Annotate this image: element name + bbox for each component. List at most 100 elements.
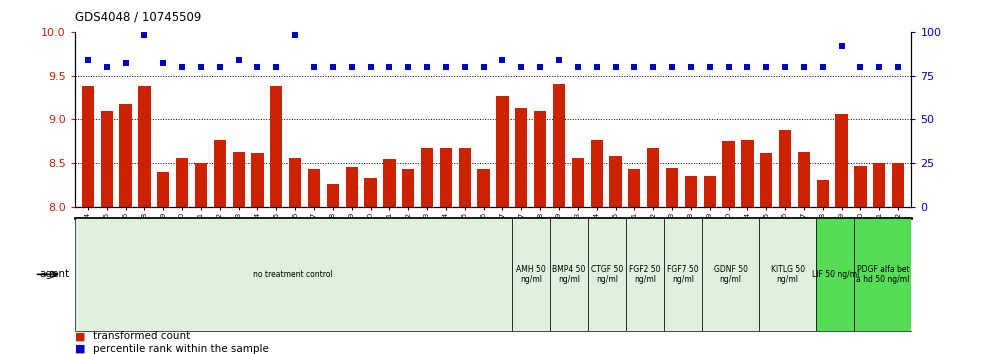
Point [664, 64, 680, 70]
Point [99, 64, 115, 70]
Point [796, 64, 812, 70]
Bar [759, 218, 817, 331]
Bar [798, 152, 810, 207]
Bar [855, 166, 867, 207]
Bar [647, 148, 659, 207]
Bar [496, 96, 509, 207]
Text: percentile rank within the sample: percentile rank within the sample [93, 344, 269, 354]
Point [231, 57, 247, 63]
Point [513, 64, 529, 70]
Point [551, 57, 567, 63]
Text: PDGF alfa bet
a hd 50 ng/ml: PDGF alfa bet a hd 50 ng/ml [857, 265, 909, 284]
Point [287, 33, 303, 38]
Point [476, 64, 492, 70]
Point [363, 64, 378, 70]
Bar [458, 148, 471, 207]
Bar [512, 218, 550, 331]
Bar [440, 148, 452, 207]
Text: GDNF 50
ng/ml: GDNF 50 ng/ml [714, 265, 748, 284]
Point [890, 64, 906, 70]
Point [645, 64, 661, 70]
Bar [684, 176, 697, 207]
Bar [232, 152, 245, 207]
Bar [702, 218, 759, 331]
Bar [722, 141, 735, 207]
Point [400, 64, 416, 70]
Point [80, 57, 96, 63]
Text: agent: agent [40, 269, 70, 279]
Bar [741, 139, 754, 207]
Bar [760, 153, 772, 207]
Text: FGF7 50
ng/ml: FGF7 50 ng/ml [667, 265, 699, 284]
Text: GDS4048 / 10745509: GDS4048 / 10745509 [75, 11, 201, 24]
Point [438, 64, 454, 70]
Bar [588, 218, 626, 331]
Text: KITLG 50
ng/ml: KITLG 50 ng/ml [771, 265, 805, 284]
Text: FGF2 50
ng/ml: FGF2 50 ng/ml [629, 265, 661, 284]
Point [570, 64, 586, 70]
Point [457, 64, 473, 70]
Point [720, 64, 736, 70]
Point [872, 64, 887, 70]
Bar [308, 170, 320, 207]
Bar [550, 218, 588, 331]
Bar [214, 139, 226, 207]
Bar [365, 178, 376, 207]
Bar [327, 184, 339, 207]
Bar [289, 158, 301, 207]
Point [494, 57, 510, 63]
Point [174, 64, 190, 70]
Bar [270, 86, 283, 207]
Point [155, 61, 171, 66]
Bar [421, 148, 433, 207]
Point [193, 64, 209, 70]
Point [136, 33, 152, 38]
Text: BMP4 50
ng/ml: BMP4 50 ng/ml [553, 265, 586, 284]
Bar [836, 114, 848, 207]
Bar [515, 108, 528, 207]
Point [777, 64, 793, 70]
Bar [383, 159, 395, 207]
Point [739, 64, 755, 70]
Point [268, 64, 284, 70]
Bar [534, 111, 546, 207]
Point [532, 64, 548, 70]
Bar [664, 218, 702, 331]
Bar [82, 86, 94, 207]
Bar [553, 84, 565, 207]
Text: LIF 50 ng/ml: LIF 50 ng/ml [812, 270, 859, 279]
Bar [572, 158, 584, 207]
Point [815, 64, 831, 70]
Text: ■: ■ [75, 344, 86, 354]
Bar [610, 156, 622, 207]
Text: AMH 50
ng/ml: AMH 50 ng/ml [516, 265, 546, 284]
Point [853, 64, 869, 70]
Point [212, 64, 228, 70]
Bar [591, 139, 603, 207]
Point [589, 64, 605, 70]
Bar [346, 167, 358, 207]
Point [325, 64, 341, 70]
Bar [817, 218, 855, 331]
Text: ■: ■ [75, 331, 86, 341]
Bar [628, 169, 640, 207]
Bar [157, 172, 169, 207]
Point [702, 64, 718, 70]
Point [250, 64, 266, 70]
Bar [892, 163, 904, 207]
Point [758, 64, 774, 70]
Bar [779, 130, 791, 207]
Bar [176, 158, 188, 207]
Bar [195, 163, 207, 207]
Point [381, 64, 397, 70]
Bar [75, 218, 512, 331]
Bar [817, 180, 829, 207]
Bar [251, 153, 264, 207]
Bar [873, 163, 885, 207]
Point [344, 64, 360, 70]
Point [834, 43, 850, 49]
Point [306, 64, 322, 70]
Bar [626, 218, 664, 331]
Point [608, 64, 623, 70]
Bar [101, 111, 113, 207]
